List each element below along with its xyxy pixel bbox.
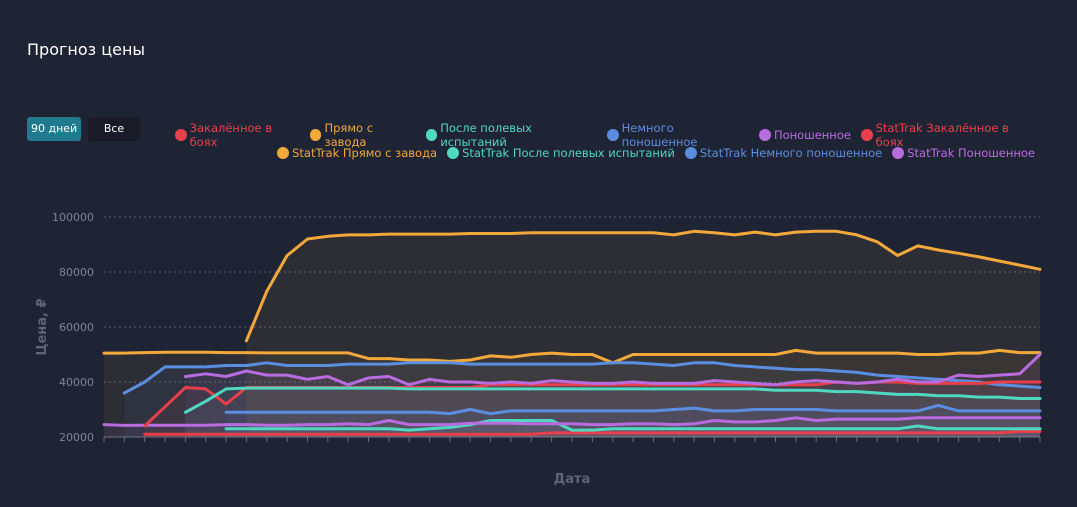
legend-item[interactable]: StatTrak После полевых испытаний <box>447 146 675 160</box>
series-line <box>183 386 1042 414</box>
legend-dot-icon <box>425 129 438 141</box>
range-90-days-button[interactable]: 90 дней <box>27 117 82 141</box>
legend-dot-icon <box>607 129 619 141</box>
legend-label: StatTrak После полевых испытаний <box>462 146 675 160</box>
y-tick-label: 60000 <box>59 321 94 334</box>
legend-dot-icon <box>892 147 905 159</box>
series-area <box>104 350 1040 437</box>
legend-label: Немного поношенное <box>621 121 698 149</box>
legend-item[interactable]: StatTrak Немного поношенное <box>684 146 883 160</box>
series-line <box>143 430 1042 436</box>
legend-row-2: StatTrak Прямо с завода StatTrak После по… <box>175 146 1035 160</box>
series-line <box>102 416 1042 427</box>
y-axis-label: Цена, ₽ <box>35 298 50 355</box>
page-title: Прогноз цены <box>27 40 146 59</box>
range-all-button[interactable]: Все <box>88 117 140 141</box>
legend-label: StatTrak Закалённое в боях <box>875 121 1009 149</box>
y-tick-label: 100000 <box>52 211 94 224</box>
legend-label: Закалённое в боях <box>189 121 273 149</box>
legend-item[interactable]: Закалённое в боях <box>174 121 300 149</box>
legend-dot-icon <box>277 147 290 159</box>
y-tick-label: 40000 <box>59 376 94 389</box>
legend-dot-icon <box>684 147 697 159</box>
x-axis-label: Дата <box>554 472 591 487</box>
legend-label: StatTrak Прямо с завода <box>292 146 438 160</box>
legend-label: StatTrak Поношенное <box>907 146 1035 160</box>
series-line <box>122 361 1042 395</box>
legend-dot-icon <box>309 129 322 141</box>
legend-item[interactable]: Поношенное <box>758 121 851 149</box>
series-area <box>246 231 1040 437</box>
series-line <box>244 229 1042 343</box>
legend-label: После полевых испытаний <box>440 121 532 149</box>
legend-row-1: Закалённое в боях Прямо с завода После пол… <box>174 121 1035 149</box>
legend-dot-icon <box>447 147 460 159</box>
legend-item[interactable]: StatTrak Прямо с завода <box>277 146 437 160</box>
series-line <box>224 419 1042 432</box>
series-line <box>102 348 1042 365</box>
legend-item[interactable]: Прямо с завода <box>309 121 416 149</box>
legend-item[interactable]: Немного поношенное <box>607 121 749 149</box>
legend-label: Поношенное <box>773 128 851 142</box>
y-tick-label: 20000 <box>59 431 94 444</box>
legend-item[interactable]: StatTrak Поношенное <box>892 146 1035 160</box>
legend-label: StatTrak Немного поношенное <box>699 146 883 160</box>
legend-item[interactable]: StatTrak Закалённое в боях <box>860 121 1035 149</box>
series-area <box>185 354 1041 437</box>
legend-item[interactable]: После полевых испытаний <box>425 121 597 149</box>
series-line <box>224 403 1042 416</box>
legend-dot-icon <box>860 129 873 141</box>
legend-dot-icon <box>174 129 187 141</box>
series-area <box>185 388 1041 437</box>
y-tick-label: 80000 <box>59 266 94 279</box>
series-line <box>183 353 1042 387</box>
legend-dot-icon <box>758 129 771 141</box>
legend-label: Прямо с завода <box>324 121 374 149</box>
